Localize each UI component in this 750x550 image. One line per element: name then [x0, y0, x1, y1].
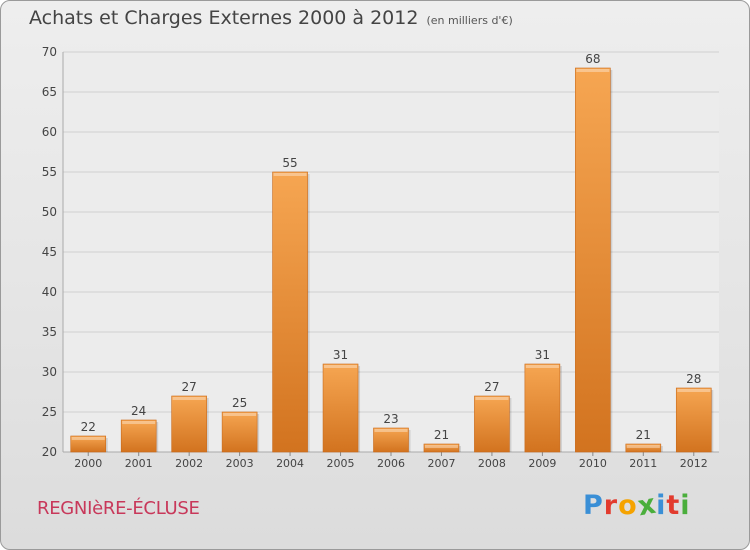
brand-letter: r: [603, 490, 619, 521]
value-label-2011: 21: [636, 428, 651, 442]
y-tick-label: 30: [42, 365, 57, 379]
value-label-2006: 23: [383, 412, 398, 426]
x-tick-label-2000: 2000: [74, 457, 102, 470]
x-tick-label-2012: 2012: [680, 457, 708, 470]
y-tick-label: 55: [42, 165, 57, 179]
x-tick-label-2001: 2001: [125, 457, 153, 470]
x-tick-label-2009: 2009: [528, 457, 556, 470]
grid-layer: [62, 51, 719, 456]
bar-highlight: [677, 389, 711, 392]
bar-highlight: [374, 429, 408, 432]
x-tick-label-2004: 2004: [276, 457, 304, 470]
value-label-2009: 31: [535, 348, 550, 362]
value-label-2010: 68: [585, 52, 600, 66]
brand-letter: i: [680, 490, 691, 521]
bar-2007: [423, 443, 460, 453]
label-layer: 20 25 30 35 40 45 50 55 60 65 70 22 2000 24 2001 27 2002…: [42, 45, 708, 470]
bar-highlight: [576, 69, 610, 72]
y-tick-label: 45: [42, 245, 57, 259]
y-tick-label: 60: [42, 125, 57, 139]
x-tick-label-2008: 2008: [478, 457, 506, 470]
value-label-2003: 25: [232, 396, 247, 410]
bar-2011: [625, 443, 662, 453]
bar-layer: [70, 67, 714, 453]
x-tick-label-2002: 2002: [175, 457, 203, 470]
bar-2002: [171, 395, 207, 453]
bar-highlight: [172, 397, 206, 400]
value-label-2012: 28: [686, 372, 701, 386]
bar-highlight: [324, 365, 358, 368]
bar-highlight: [122, 421, 156, 424]
value-label-2007: 21: [434, 428, 449, 442]
bar-highlight: [525, 365, 559, 368]
bar-highlight: [71, 437, 105, 440]
bar-2004: [272, 171, 308, 453]
bar-2009: [524, 363, 561, 453]
chart-title: Achats et Charges Externes 2000 à 2012: [29, 7, 419, 29]
y-tick-label: 70: [42, 45, 57, 59]
y-tick-label: 35: [42, 325, 57, 339]
y-tick-label: 20: [42, 445, 57, 459]
x-tick-label-2010: 2010: [579, 457, 607, 470]
y-tick-label: 25: [42, 405, 57, 419]
bar-highlight: [626, 445, 660, 448]
x-tick-label-2006: 2006: [377, 457, 405, 470]
bar-2012: [675, 387, 712, 453]
brand-letter: P: [583, 490, 604, 521]
bar-2006: [373, 427, 409, 453]
value-label-2005: 31: [333, 348, 348, 362]
value-label-2008: 27: [484, 380, 499, 394]
value-label-2001: 24: [131, 404, 146, 418]
chart-title-block: Achats et Charges Externes 2000 à 2012 (e…: [29, 7, 513, 29]
bar-highlight: [424, 445, 458, 448]
y-tick-label: 65: [42, 85, 57, 99]
x-tick-label-2011: 2011: [629, 457, 657, 470]
y-tick-label: 50: [42, 205, 57, 219]
commune-name: REGNIèRE-ÉCLUSE: [37, 498, 200, 519]
bar-2008: [474, 395, 510, 453]
bar-2001: [120, 419, 157, 453]
value-label-2000: 22: [81, 420, 96, 434]
bar-2010: [575, 67, 611, 453]
bar-2005: [322, 363, 359, 453]
brand-letter: o: [618, 490, 638, 521]
value-label-2004: 55: [282, 156, 297, 170]
brand-letter: t: [666, 490, 681, 521]
value-label-2002: 27: [182, 380, 197, 394]
brand-letter: i: [656, 490, 667, 521]
bar-highlight: [475, 397, 509, 400]
bar-2003: [221, 411, 258, 453]
bar-2000: [70, 435, 107, 453]
bar-highlight: [223, 413, 257, 416]
chart-subtitle: (en milliers d'€): [426, 14, 513, 27]
x-tick-label-2005: 2005: [327, 457, 355, 470]
x-tick-label-2003: 2003: [226, 457, 254, 470]
x-tick-label-2007: 2007: [427, 457, 455, 470]
proxiti-logo[interactable]: Proxiti: [583, 489, 691, 523]
y-tick-label: 40: [42, 285, 57, 299]
bar-highlight: [273, 173, 307, 176]
